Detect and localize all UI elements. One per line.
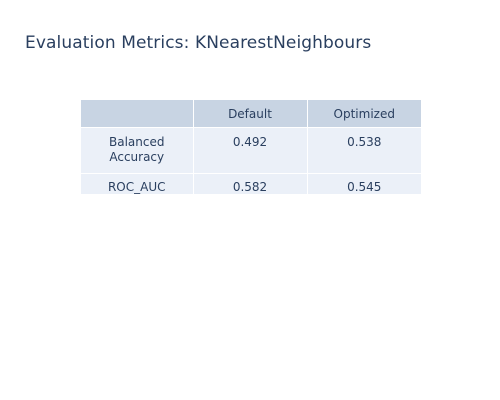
metric-name: Balanced Accuracy (109, 135, 165, 164)
metric-name-cell: ROC_AUC (81, 173, 194, 195)
table-header-row: Default Optimized (81, 100, 421, 128)
header-cell-metric (81, 100, 194, 128)
header-cell-default: Default (193, 100, 308, 128)
optimized-value: 0.538 (347, 135, 382, 149)
default-value-cell: 0.582 (193, 173, 308, 195)
table-row: Balanced Accuracy 0.492 0.538 (81, 127, 421, 174)
default-value-cell: 0.492 (193, 127, 308, 174)
optimized-value-cell: 0.538 (307, 127, 421, 174)
metrics-table-container: Default Optimized Balanced Accuracy 0.49… (81, 100, 421, 195)
metric-name: ROC_AUC (107, 180, 166, 194)
metric-name-cell: Balanced Accuracy (81, 127, 194, 174)
metrics-table: Default Optimized Balanced Accuracy 0.49… (81, 100, 421, 195)
default-value: 0.492 (232, 135, 268, 149)
optimized-value-cell: 0.545 (307, 173, 421, 195)
table-row: ROC_AUC 0.582 0.545 (81, 173, 421, 195)
header-cell-optimized: Optimized (307, 100, 421, 128)
optimized-value: 0.545 (347, 180, 382, 194)
chart-title: Evaluation Metrics: KNearestNeighbours (25, 33, 372, 53)
default-value: 0.582 (232, 180, 268, 194)
